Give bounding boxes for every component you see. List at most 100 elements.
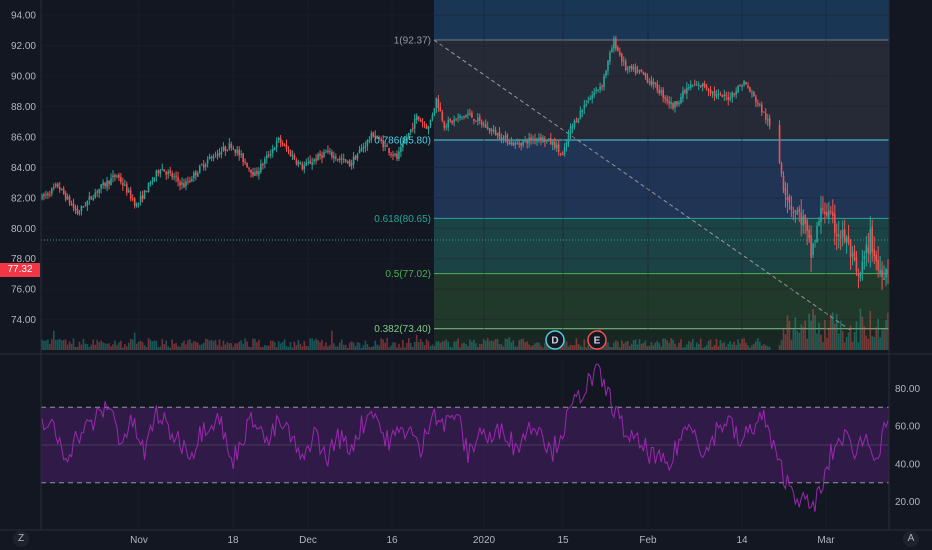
candle-body (396, 153, 398, 159)
volume-bar (723, 342, 726, 350)
candle-body (668, 100, 670, 104)
candle-body (161, 169, 164, 171)
volume-bar (273, 342, 276, 350)
candle-body (873, 249, 876, 257)
volume-bar (867, 338, 870, 350)
volume-bar (240, 340, 242, 350)
candle-body (522, 141, 524, 145)
volume-bar (303, 341, 306, 350)
auto-scale-z-button[interactable]: Z (13, 531, 29, 547)
volume-bar (473, 339, 475, 350)
volume-bar (185, 344, 187, 350)
volume-bar (727, 343, 730, 350)
candle-body (131, 198, 134, 200)
auto-scale-a-button[interactable]: A (903, 531, 919, 547)
volume-bar (242, 343, 244, 350)
candle-body (191, 179, 193, 182)
volume-bar (833, 323, 836, 350)
candle-body (855, 257, 858, 272)
volume-bar (885, 319, 887, 350)
volume-bar (467, 346, 469, 350)
volume-bar (137, 341, 140, 350)
volume-bar (297, 339, 300, 350)
candle-body (72, 203, 75, 208)
candle-body (575, 120, 578, 123)
candle-body (271, 148, 274, 154)
candle-body (790, 205, 793, 210)
candle-body (741, 85, 743, 88)
candle-body (585, 104, 588, 106)
candle-body (699, 85, 702, 87)
candle-body (597, 89, 599, 91)
candle-body (402, 142, 404, 148)
event-marker-e[interactable] (587, 330, 607, 350)
volume-bar (879, 337, 881, 350)
volume-bar (510, 342, 513, 350)
candle-body (812, 243, 814, 256)
candle-body (216, 154, 219, 156)
candle-body (236, 150, 239, 153)
candle-body (183, 183, 185, 188)
volume-bar (112, 344, 114, 350)
candle-body (362, 147, 365, 149)
volume-bar (333, 343, 335, 350)
volume-bar (626, 341, 629, 350)
volume-bar (445, 339, 448, 350)
candle-body (303, 165, 306, 170)
candle-body (847, 236, 850, 242)
volume-bar (855, 321, 858, 350)
candle-body (70, 204, 73, 206)
volume-bar (644, 340, 647, 350)
volume-bar (195, 341, 197, 350)
volume-bar (587, 345, 590, 350)
volume-bar (691, 339, 694, 350)
candle-body (707, 89, 710, 91)
volume-bar (41, 339, 43, 350)
volume-bar (149, 339, 152, 350)
candle-body (291, 155, 294, 157)
candle-body (366, 140, 369, 147)
candle-body (686, 87, 688, 94)
volume-bar (147, 338, 150, 350)
volume-bar (250, 347, 252, 350)
candle-body (494, 130, 497, 136)
volume-bar (463, 342, 465, 350)
candle-body (459, 115, 461, 118)
volume-bar (447, 341, 450, 350)
volume-bar (611, 347, 613, 350)
candle-body (879, 269, 881, 274)
volume-bar (660, 346, 663, 350)
candle-body (143, 190, 146, 199)
candle-body (193, 172, 195, 179)
volume-bar (624, 341, 627, 350)
event-marker-d[interactable] (545, 330, 565, 350)
candle-body (145, 191, 148, 193)
fibonacci-retracement[interactable] (433, 0, 889, 350)
candle-body (747, 85, 749, 88)
candle-body (810, 234, 812, 258)
volume-bar (577, 343, 580, 350)
candle-body (764, 113, 767, 120)
candle-body (798, 208, 801, 212)
volume-bar (636, 344, 639, 350)
candle-body (266, 155, 268, 159)
candle-body (544, 138, 546, 142)
candle-body (378, 137, 381, 139)
volume-bar (764, 345, 767, 350)
volume-bar (762, 344, 765, 350)
volume-bar (573, 345, 576, 350)
candle-body (112, 175, 114, 178)
candle-body (609, 52, 611, 62)
fib-zone-top (434, 0, 889, 41)
candle-body (500, 138, 503, 140)
volume-bar (695, 342, 698, 350)
volume-bar (413, 341, 416, 350)
fib-zone-3 (434, 273, 889, 329)
volume-bar (124, 343, 126, 350)
candle-body (220, 151, 223, 154)
volume-bar (757, 338, 759, 350)
candle-body (887, 269, 889, 275)
candle-body (382, 140, 384, 148)
event-marker-label: D (551, 336, 558, 347)
